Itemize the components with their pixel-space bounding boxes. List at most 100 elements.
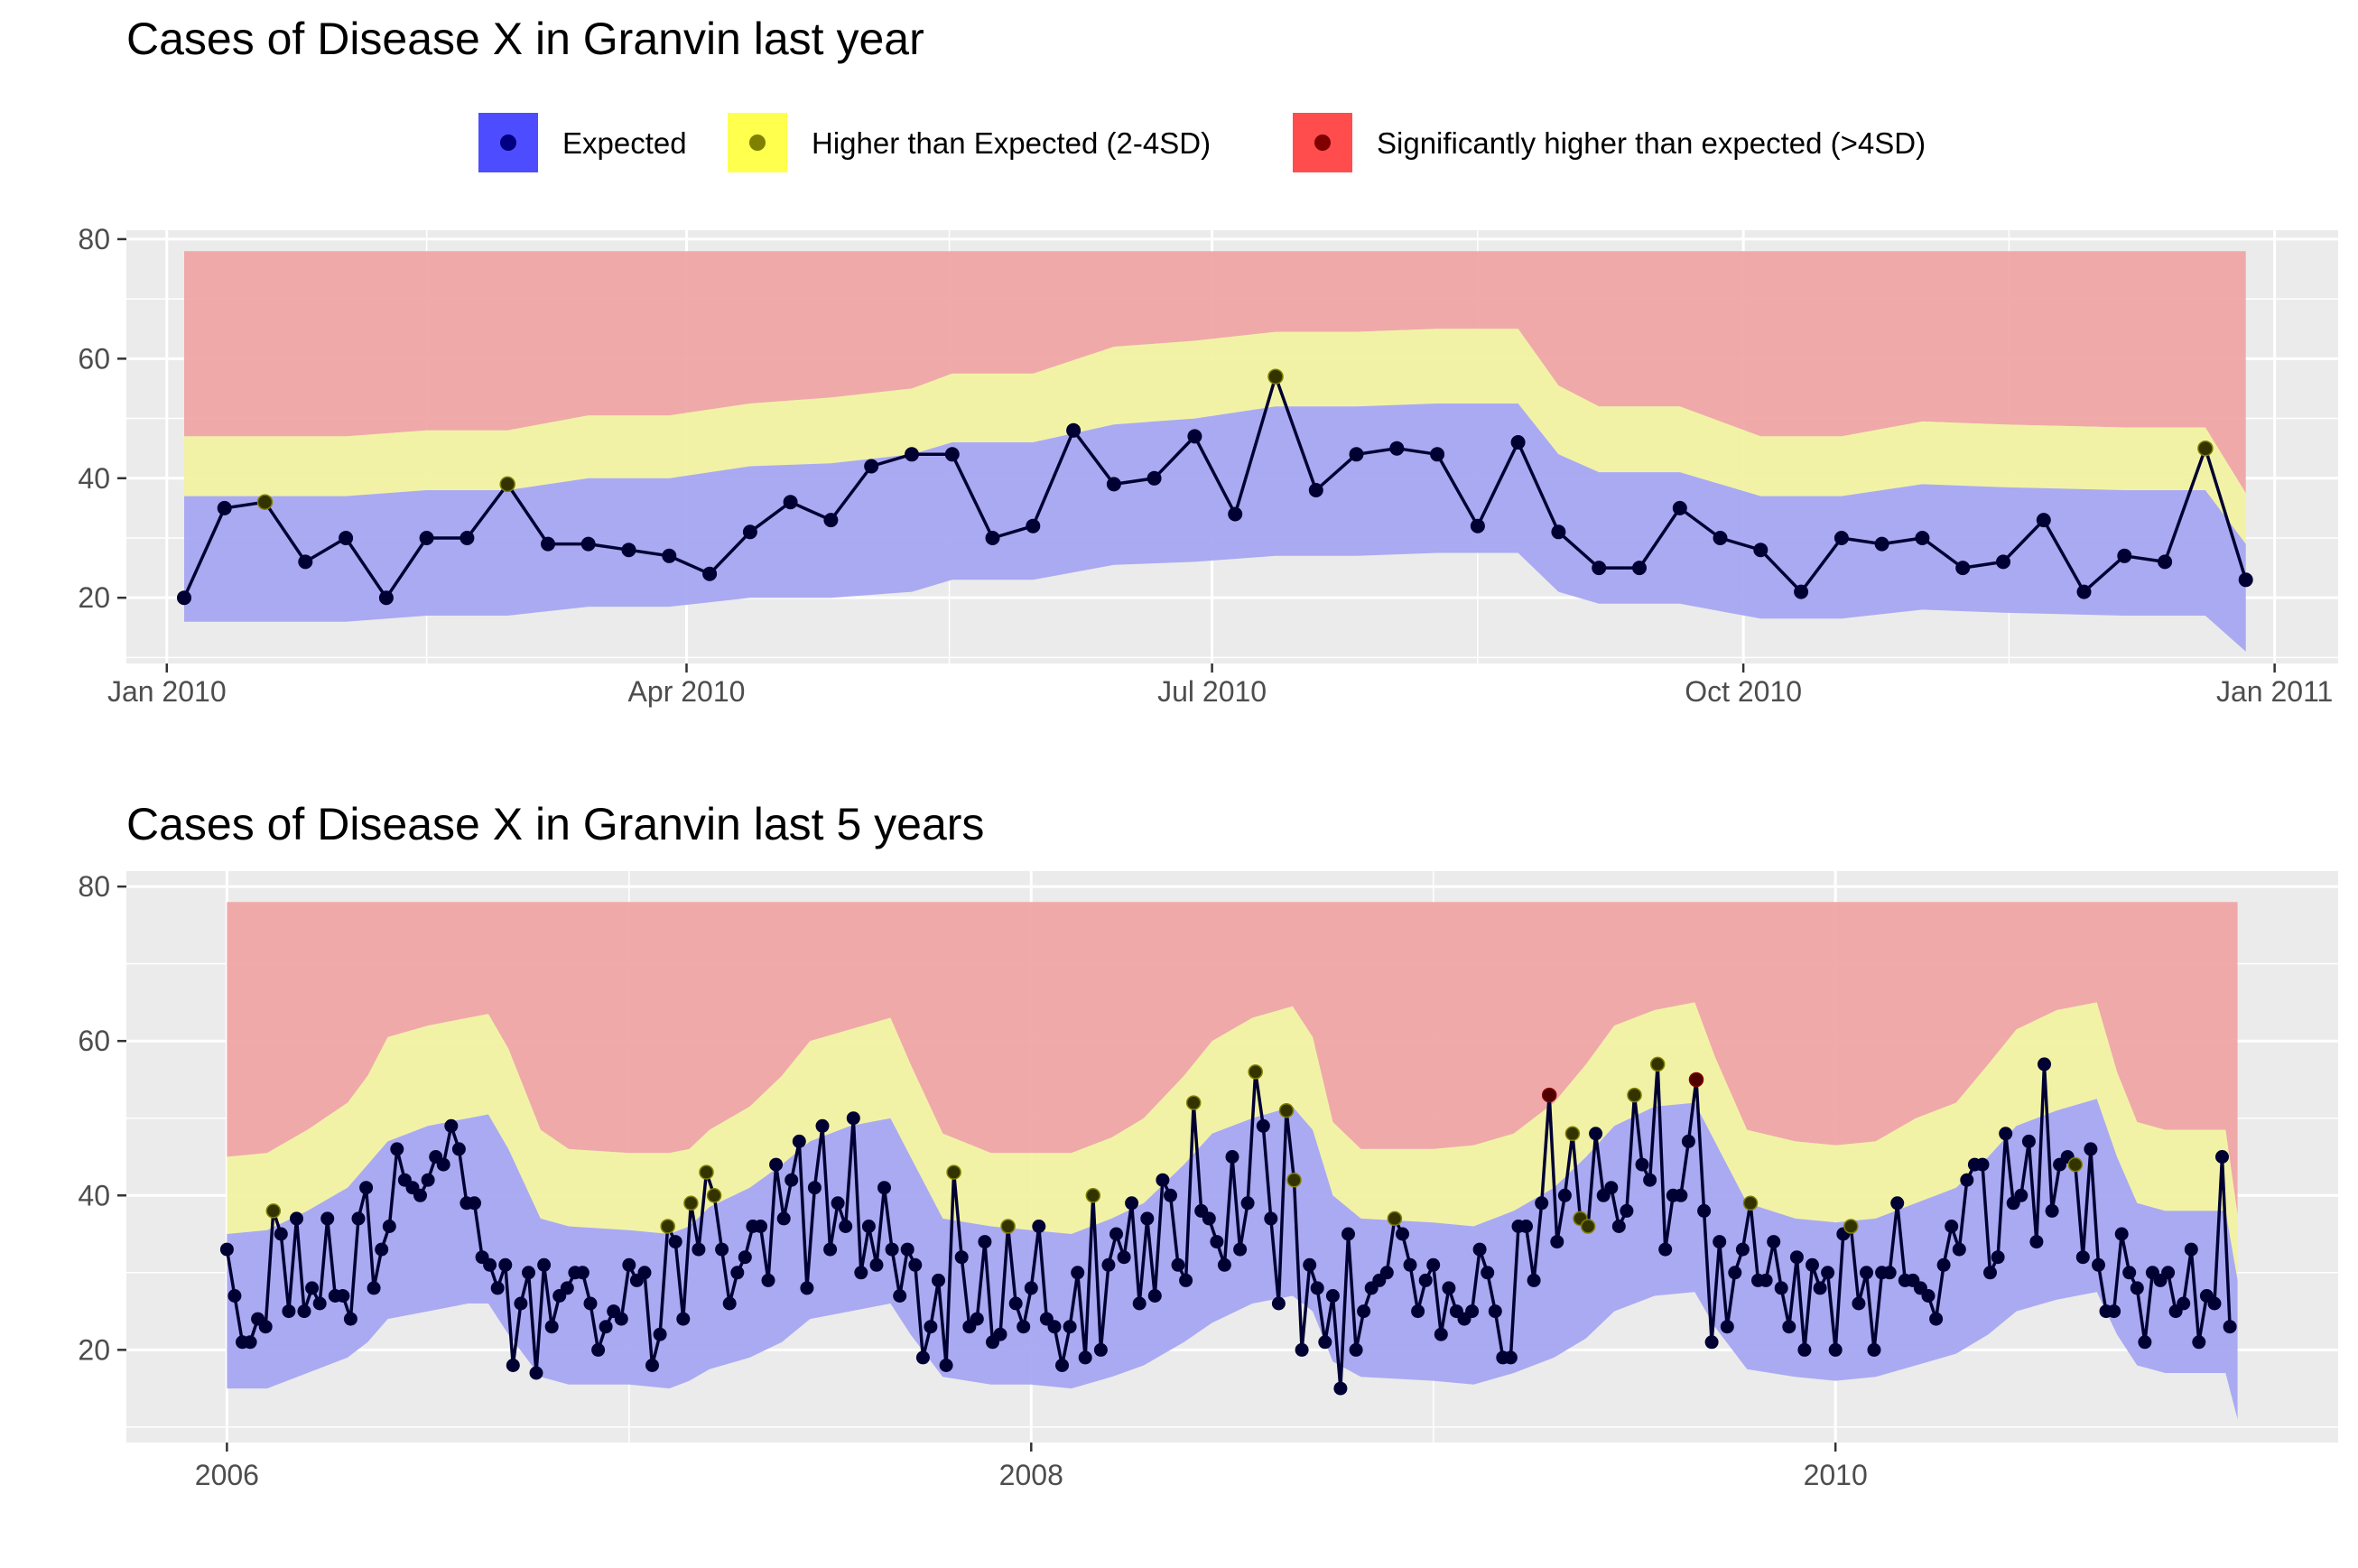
yr1-data-point bbox=[1187, 429, 1202, 444]
yr5-data-point bbox=[1171, 1257, 1185, 1272]
yr5-data-point bbox=[1688, 1072, 1704, 1088]
yr1-data-point bbox=[1106, 477, 1121, 492]
yr5-data-point bbox=[506, 1359, 520, 1372]
yr5-data-point bbox=[1921, 1289, 1936, 1303]
yr5-data-point bbox=[1821, 1266, 1835, 1280]
yr5-data-point bbox=[885, 1242, 899, 1257]
yr5-data-point bbox=[1860, 1266, 1873, 1280]
yr1-data-point bbox=[823, 513, 839, 528]
yr5-data-point bbox=[1217, 1257, 1231, 1272]
yr1-band-expected bbox=[184, 404, 2246, 652]
yr5-data-point bbox=[954, 1250, 969, 1265]
yr5-data-point bbox=[1767, 1235, 1781, 1249]
yr1-data-point bbox=[864, 459, 879, 474]
yr5-data-point bbox=[1240, 1196, 1255, 1211]
yr5-data-point bbox=[1704, 1335, 1719, 1350]
yr1-series-line bbox=[182, 375, 2248, 599]
yr5-data-point bbox=[900, 1242, 914, 1257]
yr5-data-point bbox=[1789, 1250, 1804, 1265]
yr5-y-tick-label: 40 bbox=[78, 1179, 110, 1211]
yr1-data-point bbox=[580, 536, 596, 552]
legend-label-higher: Higher than Expected (2-4SD) bbox=[812, 126, 1211, 160]
yr1-data-point bbox=[217, 500, 232, 515]
yr5-data-point bbox=[297, 1304, 311, 1319]
yr5-data-point bbox=[1557, 1188, 1572, 1202]
yr5-data-point bbox=[382, 1220, 396, 1233]
yr1-y-tick-label: 80 bbox=[78, 223, 110, 255]
yr1-x-tick-label: Jan 2010 bbox=[107, 675, 227, 708]
yr5-data-point bbox=[305, 1281, 320, 1295]
yr5-data-point bbox=[1643, 1173, 1657, 1187]
yr5-data-point bbox=[282, 1304, 296, 1319]
yr5-data-point bbox=[2067, 1156, 2084, 1173]
yr1-data-point bbox=[2036, 513, 2051, 528]
yr5-data-point bbox=[946, 1164, 961, 1180]
yr5-y-tick-label: 80 bbox=[78, 870, 110, 903]
yr5-data-point bbox=[939, 1359, 953, 1372]
yr5-data-point bbox=[560, 1281, 574, 1295]
yr5-data-point bbox=[846, 1111, 860, 1126]
yr5-data-point bbox=[1071, 1266, 1085, 1280]
yr1-data-point bbox=[985, 531, 1000, 545]
yr5-data-point bbox=[645, 1359, 659, 1372]
yr1-data-point bbox=[1713, 531, 1728, 545]
yr5-data-point bbox=[1164, 1188, 1177, 1202]
yr1-y-tick-label: 40 bbox=[78, 462, 110, 495]
yr5-data-point bbox=[1465, 1304, 1480, 1319]
yr5-data-point bbox=[1278, 1102, 1295, 1118]
yr5-data-point bbox=[1813, 1281, 1827, 1295]
yr5-data-point bbox=[854, 1266, 868, 1280]
yr5-data-point bbox=[1720, 1320, 1734, 1334]
yr5-data-point bbox=[815, 1118, 830, 1133]
yr1-data-point bbox=[2197, 440, 2214, 457]
yr5-data-point bbox=[2161, 1266, 2176, 1280]
yr5-data-point bbox=[1620, 1203, 1634, 1218]
yr5-data-point bbox=[1488, 1304, 1502, 1319]
yr5-data-point bbox=[1843, 1219, 1859, 1234]
yr5-data-point bbox=[1604, 1181, 1619, 1195]
yr5-data-point bbox=[1185, 1095, 1202, 1110]
yr1-data-point bbox=[419, 531, 434, 545]
yr5-data-point bbox=[1210, 1235, 1224, 1249]
yr5-data-point bbox=[1032, 1220, 1046, 1233]
yr5-data-point bbox=[1047, 1320, 1062, 1334]
yr5-data-point bbox=[715, 1242, 729, 1257]
yr1-data-point bbox=[1915, 531, 1930, 545]
yr5-data-point bbox=[1140, 1211, 1155, 1226]
yr1-x-tick-label: Oct 2010 bbox=[1685, 675, 1802, 708]
yr5-data-point bbox=[490, 1281, 505, 1295]
yr5-data-point bbox=[451, 1142, 466, 1156]
yr1-data-point bbox=[2238, 572, 2253, 588]
yr5-data-point bbox=[861, 1220, 876, 1233]
yr1-data-point bbox=[1470, 518, 1485, 533]
yr5-data-point bbox=[776, 1211, 791, 1226]
yr1-x-tick-label: Jan 2011 bbox=[2216, 675, 2333, 708]
yr1-data-point bbox=[1955, 561, 1971, 576]
yr5-data-point bbox=[1085, 1188, 1101, 1203]
yr5-data-point bbox=[730, 1266, 745, 1280]
yr5-data-point bbox=[468, 1196, 481, 1211]
yr5-data-point bbox=[1975, 1157, 1990, 1172]
yr5-data-point bbox=[2038, 1057, 2051, 1072]
yr1-x-tick-label: Apr 2010 bbox=[628, 675, 746, 708]
yr5-data-point bbox=[1055, 1359, 1069, 1372]
yr1-data-point bbox=[1308, 483, 1323, 497]
yr1-y-tick-label: 20 bbox=[78, 581, 110, 614]
yr5-data-point bbox=[2029, 1235, 2044, 1249]
yr5-data-point bbox=[1318, 1335, 1332, 1350]
yr5-data-point bbox=[1728, 1266, 1742, 1280]
yr5-data-point bbox=[915, 1350, 930, 1365]
yr5-data-point bbox=[1697, 1203, 1712, 1218]
yr5-data-point bbox=[529, 1366, 543, 1380]
yr5-data-point bbox=[1635, 1157, 1649, 1172]
yr5-data-point bbox=[1960, 1173, 1974, 1187]
yr5-data-point bbox=[1024, 1281, 1038, 1295]
yr5-data-point bbox=[1008, 1296, 1023, 1311]
yr5-data-point bbox=[522, 1266, 535, 1280]
yr1-data-point bbox=[2117, 548, 2132, 563]
yr5-data-point bbox=[970, 1312, 984, 1326]
yr5-x-tick-label: 2006 bbox=[195, 1459, 259, 1491]
yr5-data-point bbox=[1264, 1211, 1278, 1226]
yr5-data-point bbox=[2021, 1134, 2036, 1148]
